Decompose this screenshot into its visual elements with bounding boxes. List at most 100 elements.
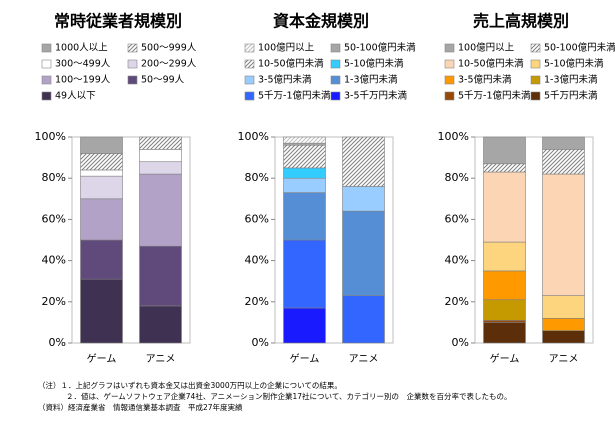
legend-label: 50～99人 (141, 75, 185, 86)
bar-segment (80, 198, 123, 241)
bar-segment (483, 241, 526, 272)
legend-swatch (41, 43, 52, 53)
bar-segment (80, 239, 123, 280)
bar-segment (283, 144, 326, 169)
bar-segment (139, 305, 182, 344)
plot-frame (474, 136, 594, 344)
bar-segment (80, 169, 123, 177)
legend-swatch (244, 43, 255, 53)
bar-segment (139, 149, 182, 163)
legend-swatch (244, 75, 255, 85)
legend-label: 5-10億円未満 (544, 58, 604, 70)
y-tick-label: 20% (42, 295, 66, 308)
legend-swatch (41, 59, 52, 69)
chart-title: 売上高規模別 (473, 12, 569, 31)
plot-frame (71, 136, 191, 344)
x-tick-label: アニメ (146, 354, 176, 365)
chart-title: 資本金規模別 (273, 12, 369, 31)
note: （資料）経済産業省 情報通信業基本調査 平成27年度実績 (38, 402, 243, 412)
legend-swatch (330, 59, 341, 69)
y-tick-label: 100% (438, 130, 469, 143)
x-tick-label: ゲーム (490, 353, 520, 365)
x-tick-label: ゲーム (290, 353, 320, 365)
y-tick-label: 20% (445, 295, 469, 308)
bar-segment (542, 173, 585, 296)
bar-segment (342, 295, 385, 344)
bar-segment (139, 161, 182, 175)
bar-segment (283, 192, 326, 241)
legend-label: 1000人以上 (55, 43, 108, 54)
legend-label: 3-5千万円未満 (344, 90, 408, 102)
legend-swatch (244, 91, 255, 101)
legend-label: 100億円以上 (258, 42, 315, 54)
y-tick-label: 20% (245, 295, 269, 308)
bar-segment (542, 149, 585, 175)
y-tick-label: 0% (452, 336, 469, 349)
bar-segment (139, 245, 182, 307)
y-tick-label: 60% (42, 212, 66, 225)
y-tick-label: 100% (238, 130, 269, 143)
bar-segment (283, 167, 326, 179)
legend-label: 1-3億円未満 (344, 74, 398, 86)
plot-frame (274, 136, 394, 344)
bar-segment (139, 173, 182, 247)
chart-title: 常時従業者規模別 (54, 12, 182, 31)
legend-swatch (530, 43, 541, 53)
bar-segment (80, 153, 123, 171)
bar-segment (342, 210, 385, 296)
y-tick-label: 40% (42, 254, 66, 267)
bar-segment (542, 136, 585, 150)
bar-segment (139, 136, 182, 150)
bar-segment (483, 322, 526, 344)
x-tick-label: ゲーム (87, 353, 117, 365)
bar-segment (80, 175, 123, 200)
bar-segment (483, 299, 526, 321)
y-tick-label: 0% (252, 336, 269, 349)
bar-segment (283, 142, 326, 146)
legend-label: 49人以下 (55, 91, 96, 102)
legend-label: 300～499人 (55, 59, 111, 70)
bar-segment (542, 295, 585, 319)
bar-segment (283, 239, 326, 309)
legend-swatch (444, 59, 455, 69)
legend-label: 5-10億円未満 (344, 58, 404, 70)
y-tick-label: 40% (245, 254, 269, 267)
y-tick-label: 80% (245, 171, 269, 184)
legend-swatch (41, 75, 52, 85)
y-tick-label: 80% (42, 171, 66, 184)
legend-label: 1-3億円未満 (544, 74, 598, 86)
legend-label: 5千万-1億円未満 (458, 90, 531, 102)
legend-label: 100億円以上 (458, 42, 515, 54)
legend-swatch (244, 59, 255, 69)
legend-swatch (127, 75, 138, 85)
bar-segment (542, 317, 585, 331)
bar-segment (283, 307, 326, 344)
note: （注）１．上記グラフはいずれも資本金又は出資金3000万円以上の企業についての結… (38, 380, 342, 390)
bar-segment (283, 136, 326, 144)
bar-segment (483, 171, 526, 243)
legend-label: 10-50億円未満 (458, 58, 524, 70)
legend-swatch (330, 91, 341, 101)
legend-swatch (127, 59, 138, 69)
legend-label: 50-100億円未満 (544, 42, 615, 54)
legend-swatch (41, 91, 52, 101)
note: ２．値は、ゲームソフトウェア企業74社、アニメーション制作企業17社について、カ… (66, 391, 511, 401)
y-tick-label: 60% (245, 212, 269, 225)
x-tick-label: アニメ (349, 354, 379, 365)
legend-swatch (530, 59, 541, 69)
y-tick-label: 60% (445, 212, 469, 225)
bar-segment (542, 330, 585, 344)
legend-label: 100～199人 (55, 75, 111, 86)
legend-label: 10-50億円未満 (258, 58, 324, 70)
legend-swatch (530, 91, 541, 101)
bar-segment (483, 320, 526, 323)
bar-segment (342, 136, 385, 187)
y-tick-label: 80% (445, 171, 469, 184)
bar-segment (483, 270, 526, 301)
bar-segment (80, 278, 123, 344)
legend-swatch (444, 75, 455, 85)
x-tick-label: アニメ (549, 354, 579, 365)
legend-label: 3-5億円未満 (258, 74, 312, 86)
legend-swatch (530, 75, 541, 85)
